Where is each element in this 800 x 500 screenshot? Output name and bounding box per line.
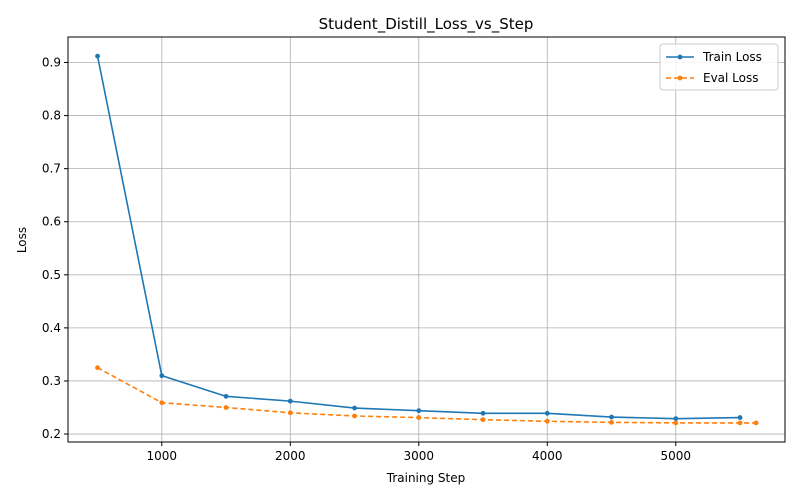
- x-tick-label: 1000: [147, 449, 178, 463]
- y-tick-label: 0.2: [42, 427, 61, 441]
- train-loss-point: [544, 410, 550, 416]
- x-tick-label: 4000: [532, 449, 563, 463]
- train-loss-point: [673, 416, 679, 422]
- train-loss-point: [352, 405, 357, 411]
- legend-train-marker: [677, 54, 683, 60]
- train-loss-point: [416, 408, 422, 414]
- train-loss-point: [223, 393, 229, 399]
- x-axis-label: Training Step: [386, 471, 466, 485]
- y-tick-label: 0.8: [42, 109, 61, 123]
- eval-loss-point: [753, 420, 759, 426]
- train-loss-point: [95, 53, 100, 59]
- y-tick-label: 0.3: [42, 374, 61, 388]
- x-tick-label: 3000: [404, 449, 435, 463]
- y-tick-label: 0.9: [42, 55, 61, 69]
- y-axis-label: Loss: [15, 227, 29, 253]
- legend-box: [659, 43, 779, 91]
- eval-loss-point: [223, 405, 229, 410]
- train-loss-point: [159, 373, 165, 379]
- legend-train-label: Train Loss: [702, 50, 762, 64]
- eval-loss-point: [352, 413, 357, 419]
- chart-title: Student_Distill_Loss_vs_Step: [319, 15, 534, 34]
- train-loss-point: [480, 410, 486, 416]
- eval-loss-point: [480, 417, 486, 423]
- y-tick-label: 0.7: [42, 162, 61, 176]
- y-tick-label: 0.5: [42, 268, 61, 282]
- legend: Train Loss Eval Loss: [659, 43, 779, 91]
- plot-frame: [67, 36, 786, 443]
- eval-loss-line: [97, 366, 757, 424]
- tick-labels: 1000 2000 3000 4000 5000 0.2 0.3 0.4 0.5 0.6 0.7 0.…: [42, 55, 691, 463]
- series-layer: [95, 53, 759, 426]
- eval-loss-point: [287, 410, 293, 416]
- eval-loss-point: [673, 420, 679, 426]
- train-loss-point: [609, 414, 614, 420]
- legend-eval-label: Eval Loss: [703, 71, 759, 85]
- train-loss-point: [737, 415, 743, 420]
- eval-loss-point: [609, 419, 614, 425]
- x-tick-label: 2000: [275, 449, 306, 463]
- x-tick-label: 5000: [661, 449, 692, 463]
- legend-eval-marker: [677, 75, 683, 81]
- eval-loss-point: [416, 415, 422, 420]
- grid: [68, 37, 785, 442]
- eval-loss-point: [544, 418, 550, 424]
- train-loss-point: [287, 398, 293, 404]
- eval-loss-point: [95, 365, 100, 371]
- eval-loss-point: [737, 420, 743, 426]
- y-tick-label: 0.6: [42, 215, 61, 229]
- eval-loss-point: [159, 400, 165, 406]
- y-tick-label: 0.4: [42, 321, 61, 335]
- tick-marks: [64, 61, 677, 446]
